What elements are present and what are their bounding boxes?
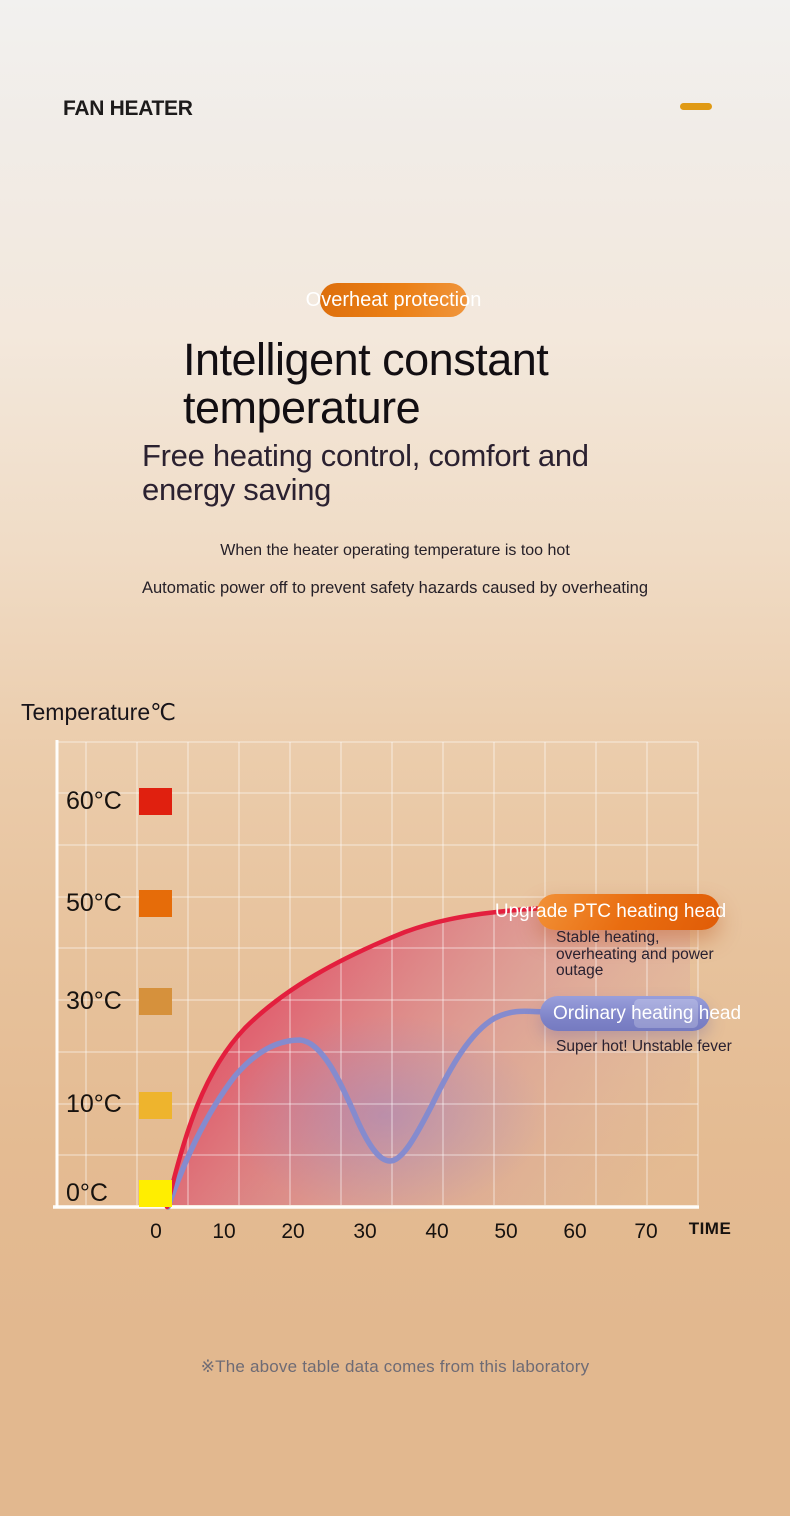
brand-title: FAN HEATER	[63, 97, 193, 120]
y-tick-30c: 30°C	[66, 987, 122, 1015]
x-tick-40: 40	[425, 1220, 449, 1243]
y-tick-0c: 0°C	[66, 1179, 108, 1207]
series-ordinary-line	[165, 1008, 550, 1210]
chart-title: Temperature℃	[21, 699, 176, 725]
upgrade-ptc-caption: Stable heating, overheating and power ou…	[556, 929, 714, 979]
upgrade-ptc-pill: Upgrade PTC heating head	[495, 894, 726, 930]
x-tick-70: 70	[634, 1220, 658, 1243]
page-title: Intelligent constant temperature	[183, 334, 549, 433]
y-tick-50c: 50°C	[66, 889, 122, 917]
header-accent-dash-icon	[680, 103, 712, 110]
x-tick-20: 20	[281, 1220, 305, 1243]
legend-swatch-60c	[139, 788, 172, 815]
badge-label: Overheat protection	[305, 288, 482, 311]
y-tick-60c: 60°C	[66, 787, 122, 815]
x-tick-10: 10	[212, 1220, 236, 1243]
note-line-2: Automatic power off to prevent safety ha…	[142, 579, 648, 597]
page-subtitle: Free heating control, comfort and energy…	[142, 438, 589, 507]
legend-swatch-50c	[139, 890, 172, 917]
x-tick-60: 60	[563, 1220, 587, 1243]
x-tick-50: 50	[494, 1220, 518, 1243]
ordinary-heating-pill-label: Ordinary heating head	[553, 1002, 742, 1024]
legend-swatch-0c	[139, 1180, 172, 1207]
ordinary-heating-pill: Ordinary heating head	[540, 996, 741, 1031]
ordinary-heating-caption: Super hot! Unstable fever	[556, 1038, 732, 1055]
note-line-1: When the heater operating temperature is…	[220, 542, 570, 559]
legend-swatch-30c	[139, 988, 172, 1015]
x-axis-label: TIME	[688, 1219, 732, 1238]
overheat-protection-badge: Overheat protection	[306, 283, 481, 317]
x-tick-0: 0	[150, 1220, 162, 1243]
x-tick-30: 30	[353, 1220, 377, 1243]
y-tick-10c: 10°C	[66, 1090, 122, 1118]
legend-swatch-10c	[139, 1092, 172, 1119]
upgrade-ptc-pill-label: Upgrade PTC heating head	[494, 901, 727, 922]
valley-haze	[225, 1015, 545, 1215]
footnote: ※The above table data comes from this la…	[200, 1357, 590, 1376]
